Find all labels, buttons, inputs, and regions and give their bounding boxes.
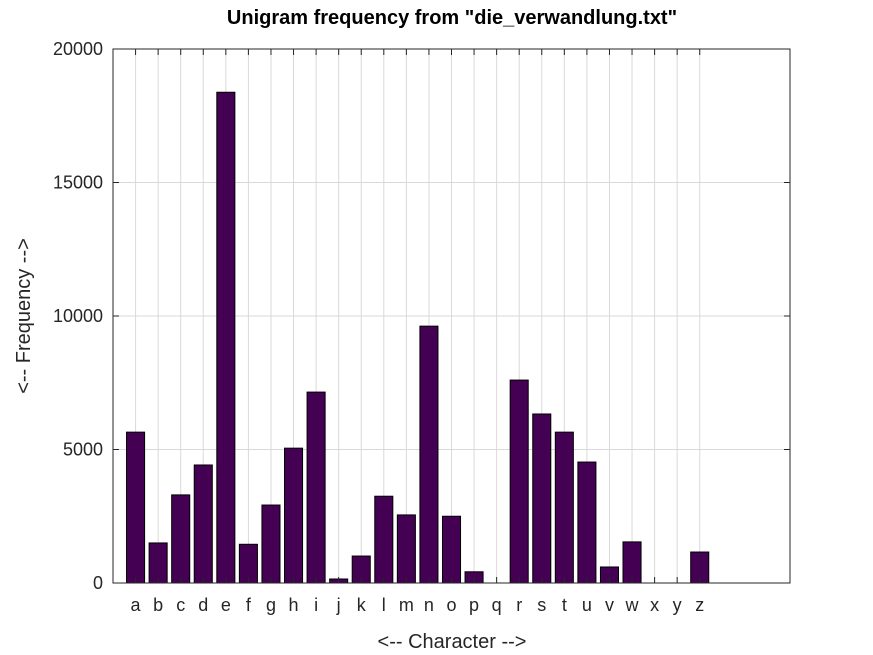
bar-r: [509, 379, 529, 584]
x-tick-label-n: n: [424, 595, 434, 615]
bar-a: [126, 431, 146, 584]
x-tick-label-g: g: [266, 595, 276, 615]
x-tick-label-h: h: [289, 595, 299, 615]
grid: [113, 49, 790, 583]
bar-c: [171, 494, 191, 584]
x-tick-label-i: i: [314, 595, 318, 615]
bar-n: [419, 325, 439, 584]
x-tick-label-a: a: [131, 595, 142, 615]
x-tick-label-o: o: [446, 595, 456, 615]
bars: [126, 91, 710, 584]
y-tick-label: 0: [93, 573, 103, 593]
chart-title: Unigram frequency from "die_verwandlung.…: [227, 7, 677, 29]
x-tick-label-j: j: [336, 595, 341, 615]
bar-g: [261, 504, 281, 584]
bar-t: [554, 431, 574, 584]
x-tick-label-s: s: [537, 595, 546, 615]
bar-h: [284, 447, 304, 584]
y-tick-label: 10000: [53, 306, 103, 326]
bar-m: [396, 514, 416, 584]
x-tick-label-l: l: [382, 595, 386, 615]
x-tick-label-t: t: [562, 595, 567, 615]
x-tick-label-u: u: [582, 595, 592, 615]
bar-i: [306, 391, 326, 584]
x-tick-label-m: m: [399, 595, 414, 615]
x-tick-label-y: y: [673, 595, 682, 615]
x-tick-label-f: f: [246, 595, 252, 615]
x-tick-label-b: b: [153, 595, 163, 615]
bar-u: [577, 461, 597, 584]
x-tick-label-w: w: [625, 595, 640, 615]
bar-o: [441, 515, 462, 584]
axis-ticks: [113, 48, 790, 584]
bar-e: [216, 91, 236, 584]
x-tick-label-e: e: [221, 595, 231, 615]
x-tick-label-p: p: [469, 595, 479, 615]
x-tick-label-k: k: [357, 595, 367, 615]
bar-d: [193, 464, 213, 584]
x-tick-label-r: r: [516, 595, 522, 615]
x-tick-label-v: v: [605, 595, 614, 615]
y-tick-label: 5000: [63, 440, 103, 460]
x-axis-label: <-- Character -->: [378, 631, 527, 653]
y-tick-labels: 0 5000 10000 15000 20000: [53, 39, 103, 593]
x-tick-label-c: c: [176, 595, 185, 615]
y-tick-label: 20000: [53, 39, 103, 59]
x-tick-label-d: d: [198, 595, 208, 615]
bar-l: [374, 495, 394, 584]
x-tick-label-z: z: [695, 595, 704, 615]
y-axis-label: <-- Frequency -->: [13, 238, 35, 394]
x-tick-label-q: q: [492, 595, 502, 615]
bar-s: [532, 413, 552, 584]
x-tick-label-x: x: [650, 595, 659, 615]
bar-b: [148, 542, 168, 584]
y-tick-label: 15000: [53, 173, 103, 193]
bar-w: [622, 541, 642, 584]
